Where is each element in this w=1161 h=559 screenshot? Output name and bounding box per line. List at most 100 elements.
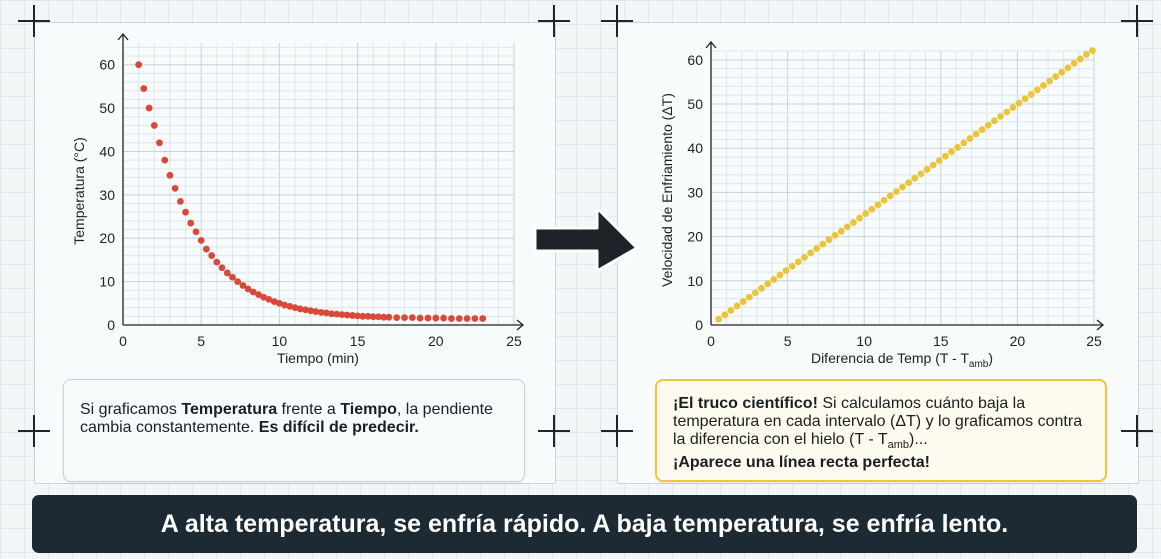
data-point	[270, 298, 278, 305]
data-point	[354, 312, 361, 320]
y-tick-label: 20	[687, 229, 703, 245]
chart-axes	[117, 32, 525, 331]
data-point	[182, 208, 189, 216]
data-points	[715, 47, 1096, 323]
data-point	[758, 284, 765, 292]
data-point	[850, 219, 857, 226]
y-tick-label: 10	[99, 274, 115, 290]
data-point	[156, 139, 163, 147]
data-point	[202, 245, 210, 253]
data-point	[393, 314, 401, 322]
y-tick-label: 10	[687, 273, 703, 289]
data-point	[1003, 108, 1011, 116]
caption-left: Si graficamos Temperatura frente a Tiemp…	[63, 379, 525, 482]
data-point	[843, 223, 851, 231]
data-point	[862, 210, 870, 218]
data-point	[1027, 90, 1035, 98]
y-axis-arrow	[705, 40, 717, 49]
y-axis-arrow	[117, 32, 129, 41]
data-point	[455, 315, 463, 322]
data-point	[948, 148, 955, 156]
data-point	[733, 302, 741, 310]
x-tick-label: 25	[1086, 333, 1102, 349]
data-point	[1052, 73, 1060, 81]
data-point	[752, 289, 759, 297]
data-point	[338, 311, 346, 318]
data-point	[401, 314, 408, 322]
y-tick-label: 40	[99, 143, 115, 159]
x-tick-label: 15	[350, 333, 366, 349]
data-point	[807, 249, 814, 257]
data-point	[923, 166, 931, 173]
data-point	[296, 305, 304, 313]
data-point	[463, 315, 471, 322]
tick-labels: 0 5 10 15 20 25 0 10 20 30 40 50 60	[99, 57, 522, 349]
x-axis-arrow	[1096, 319, 1105, 331]
x-tick-label: 10	[856, 333, 872, 349]
data-point	[161, 156, 169, 164]
data-point	[140, 85, 148, 92]
crosshair-icon	[1121, 5, 1153, 37]
y-axis-title: Velocidad de Enfriamiento (ΔT)	[659, 93, 675, 287]
y-axis-title: Temperatura (°C)	[71, 137, 87, 245]
data-point	[249, 288, 257, 296]
y-tick-label: 50	[99, 100, 115, 116]
chart-axes	[705, 40, 1105, 331]
data-point	[432, 314, 440, 322]
data-point	[739, 298, 747, 305]
data-point	[223, 269, 231, 277]
data-point	[479, 315, 487, 322]
data-point	[187, 219, 195, 227]
data-point	[984, 121, 992, 129]
data-point	[801, 253, 808, 261]
data-point	[837, 227, 845, 235]
data-point	[239, 282, 247, 289]
data-point	[322, 309, 330, 317]
data-point	[978, 126, 986, 134]
data-point	[831, 231, 839, 239]
y-tick-label: 30	[99, 187, 115, 203]
cooling-curve-chart: 0 5 10 15 20 25 0 10 20 30 40 50 60 Tiempo (min) Tem…	[71, 32, 525, 366]
data-point	[917, 170, 925, 178]
y-tick-label: 0	[107, 317, 115, 333]
data-point	[880, 196, 888, 204]
cooling-rate-chart: 0 5 10 15 20 25 0 10 20 30 40 50 60 Diferencia de Te…	[659, 40, 1105, 370]
y-tick-label: 60	[99, 57, 115, 73]
data-points	[135, 61, 487, 322]
data-point	[764, 280, 772, 288]
data-point	[886, 192, 894, 200]
x-tick-label: 10	[272, 333, 288, 349]
data-point	[856, 214, 864, 222]
data-point	[135, 61, 143, 69]
data-point	[1076, 55, 1084, 63]
x-axis-arrow	[516, 319, 525, 331]
data-point	[192, 228, 200, 236]
data-point	[776, 271, 784, 279]
y-tick-label: 40	[687, 140, 703, 156]
data-point	[1064, 64, 1072, 72]
data-point	[364, 312, 372, 320]
data-point	[770, 276, 778, 283]
data-point	[265, 296, 273, 303]
data-point	[302, 306, 309, 314]
data-point	[929, 161, 937, 169]
data-point	[408, 314, 416, 322]
data-point	[385, 313, 393, 321]
x-axis-title: Diferencia de Temp (T - Tamb)	[811, 350, 993, 370]
chart-grid	[122, 43, 515, 326]
data-point	[213, 258, 221, 266]
data-point	[380, 313, 388, 321]
data-point	[333, 310, 341, 318]
crosshair-icon	[538, 415, 570, 447]
x-tick-label: 20	[1010, 333, 1026, 349]
data-point	[825, 236, 833, 244]
data-point	[991, 117, 998, 125]
x-axis-title: Tiempo (min)	[277, 350, 359, 366]
data-point	[868, 205, 876, 213]
data-point	[1070, 59, 1078, 67]
x-tick-label: 5	[197, 333, 205, 349]
x-tick-label: 0	[707, 333, 715, 349]
data-point	[234, 278, 242, 286]
data-point	[1009, 104, 1017, 111]
data-point	[276, 299, 283, 307]
